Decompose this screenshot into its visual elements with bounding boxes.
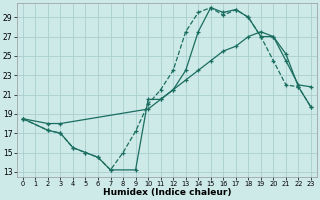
X-axis label: Humidex (Indice chaleur): Humidex (Indice chaleur)	[103, 188, 231, 197]
